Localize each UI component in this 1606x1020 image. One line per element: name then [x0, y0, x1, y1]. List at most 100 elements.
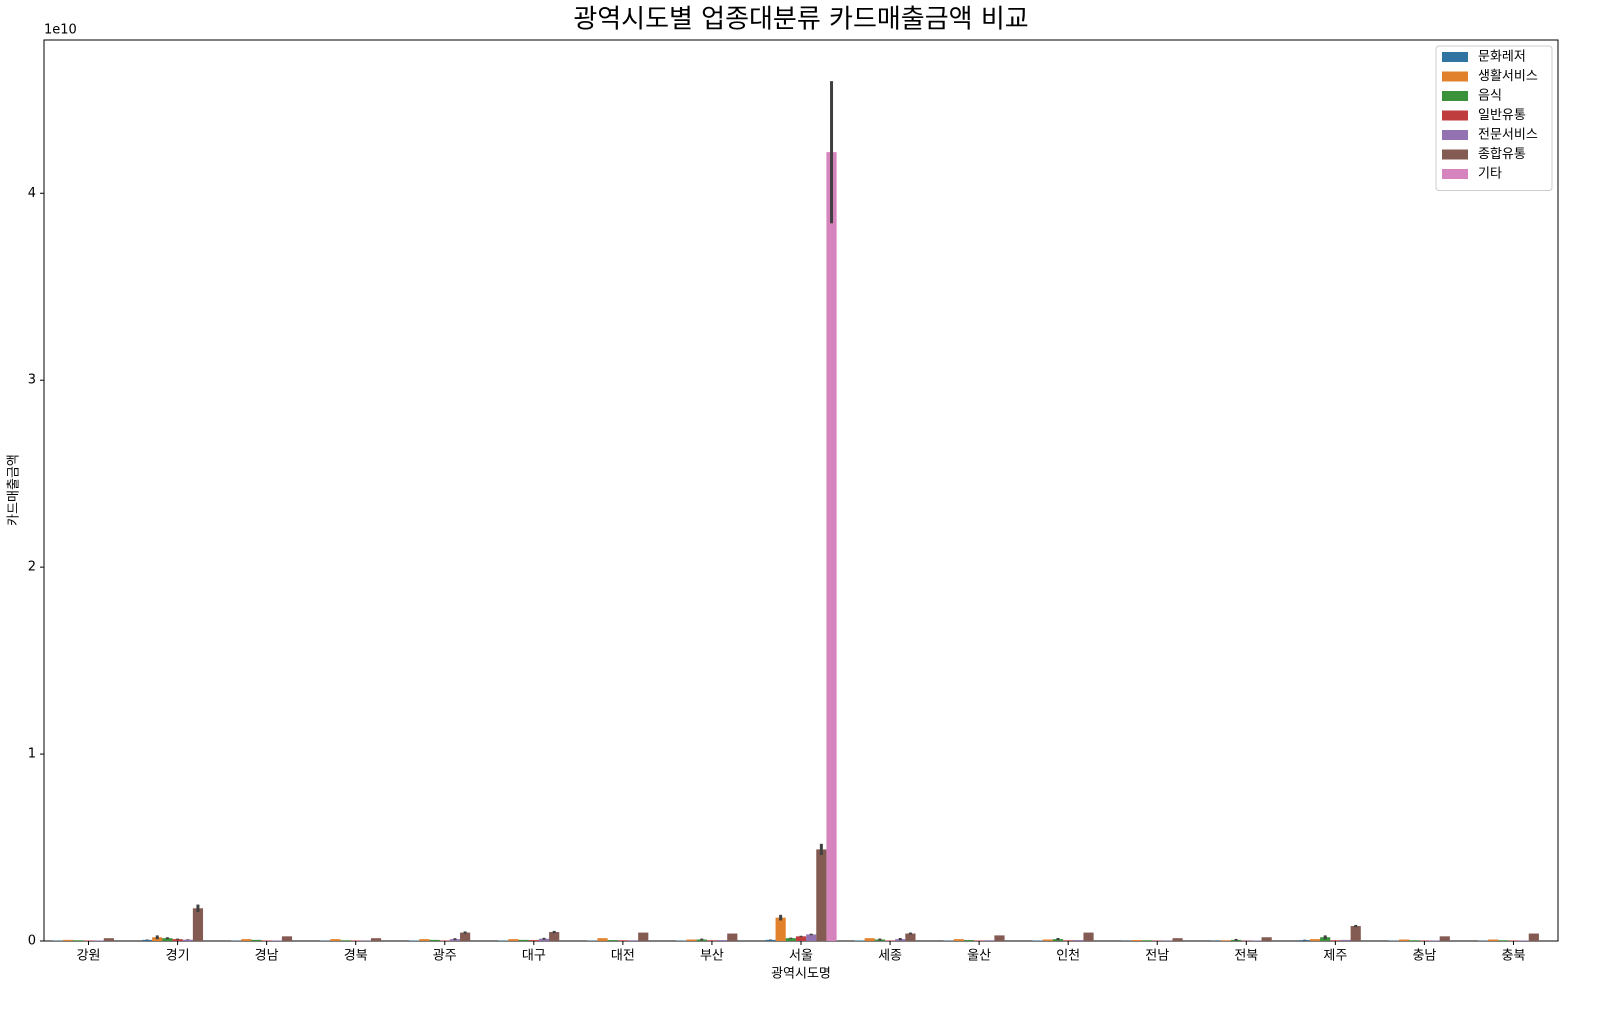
bar: [796, 936, 806, 941]
bar: [429, 940, 439, 941]
bar: [508, 939, 518, 941]
bar: [419, 939, 429, 941]
x-axis-label: 광역시도명: [771, 967, 831, 982]
x-tick-label: 경기: [166, 949, 190, 964]
bar: [251, 940, 261, 941]
bar: [717, 940, 727, 941]
bar: [984, 940, 994, 941]
bar: [806, 934, 816, 941]
x-tick-label: 서울: [789, 949, 813, 964]
legend-label: 문화레저: [1478, 50, 1526, 65]
bar: [727, 934, 737, 941]
x-tick-label: 충남: [1412, 949, 1436, 964]
bar: [1033, 940, 1043, 941]
bar: [905, 934, 915, 941]
legend-label: 기타: [1478, 167, 1502, 182]
x-tick-label: 전북: [1234, 949, 1258, 964]
x-tick-label: 대전: [611, 949, 635, 964]
bar: [1409, 940, 1419, 941]
x-tick-label: 전남: [1145, 949, 1169, 964]
x-tick-label: 제주: [1323, 949, 1347, 964]
legend-swatch: [1442, 52, 1468, 62]
bar: [994, 935, 1004, 941]
bar: [816, 849, 826, 941]
bar: [519, 940, 529, 941]
bar: [1083, 933, 1093, 941]
bar: [104, 938, 114, 941]
bar: [330, 939, 340, 941]
x-tick-label: 세종: [878, 949, 902, 964]
bar: [1440, 936, 1450, 941]
legend-swatch: [1442, 130, 1468, 140]
bar: [628, 940, 638, 941]
bar: [1519, 940, 1529, 941]
bar: [776, 918, 786, 941]
bar: [83, 940, 93, 941]
bar: [1142, 940, 1152, 941]
bar: [638, 933, 648, 941]
y-tick-label: 0: [28, 934, 36, 949]
bar: [865, 938, 875, 941]
x-tick-label: 광주: [433, 949, 457, 964]
y-tick-label: 1: [28, 747, 36, 762]
bar: [460, 933, 470, 941]
bar: [1073, 940, 1083, 941]
bar: [885, 940, 895, 941]
x-tick-label: 울산: [967, 949, 991, 964]
bar: [340, 940, 350, 941]
bar: [1529, 934, 1539, 941]
y-tick-label: 2: [28, 560, 36, 575]
bar: [1132, 940, 1142, 941]
bar: [1340, 940, 1350, 941]
legend-swatch: [1442, 111, 1468, 121]
legend-label: 종합유통: [1478, 147, 1526, 162]
bar: [241, 939, 251, 941]
bar: [1399, 940, 1409, 941]
bar: [1430, 940, 1440, 941]
bar: [597, 938, 607, 941]
bar: [974, 940, 984, 941]
legend-label: 생활서비스: [1478, 69, 1538, 84]
bar: [618, 940, 628, 941]
legend-swatch: [1442, 72, 1468, 82]
axis-offset-label: 1e10: [44, 23, 77, 38]
legend-swatch: [1442, 91, 1468, 101]
bar: [676, 940, 686, 941]
bar: [272, 940, 282, 941]
bar: [63, 940, 73, 941]
bar: [1310, 939, 1320, 941]
bar: [854, 940, 864, 941]
bar: [964, 940, 974, 941]
bar: [1419, 940, 1429, 941]
bar: [351, 940, 361, 941]
legend-label: 전문서비스: [1478, 128, 1538, 143]
bar: [262, 940, 272, 941]
chart-title: 광역시도별 업종대분류 카드매출금액 비교: [573, 5, 1028, 35]
x-tick-label: 인천: [1056, 949, 1080, 964]
bar: [1221, 940, 1231, 941]
bar: [1251, 940, 1261, 941]
bar: [707, 940, 717, 941]
bar: [529, 940, 539, 941]
bar: [440, 940, 450, 941]
bar: [1488, 940, 1498, 941]
bar: [193, 908, 203, 941]
legend-swatch: [1442, 169, 1468, 179]
bar: [1262, 937, 1272, 941]
x-tick-label: 대구: [522, 949, 546, 964]
bar: [498, 940, 508, 941]
y-axis-label: 카드매출금액: [7, 454, 22, 526]
bar: [1330, 940, 1340, 941]
bar: [371, 938, 381, 941]
bar: [1043, 940, 1053, 941]
bar: [1351, 926, 1361, 941]
bar: [282, 936, 292, 941]
bar: [94, 940, 104, 941]
bar: [73, 940, 83, 941]
x-tick-label: 강원: [77, 949, 101, 964]
bar: [1063, 940, 1073, 941]
bar: [686, 940, 696, 941]
x-tick-label: 충북: [1502, 949, 1526, 964]
